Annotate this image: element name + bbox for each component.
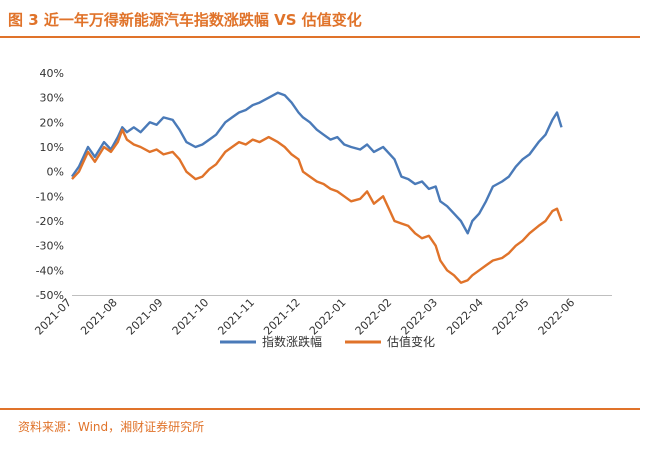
x-tick-label: 2022-02 [353, 296, 395, 338]
legend-label: 估值变化 [387, 334, 435, 349]
y-tick-label: 40% [40, 67, 64, 80]
x-axis: 2021-07 2021-08 2021-09 2021-10 2021-11 2021-… [32, 295, 612, 338]
chart: 40% 30% 20% 10% 0% -10% -20% -30% -40% -50% 2021-… [32, 67, 612, 349]
legend-label: 指数涨跌幅 [262, 334, 322, 349]
series-group [71, 91, 563, 284]
x-tick-label: 2021-08 [78, 296, 120, 338]
x-tick-label: 2022-03 [398, 296, 440, 338]
x-tick-label: 2021-09 [124, 296, 166, 338]
x-tick-label: 2021-07 [32, 296, 74, 338]
chart-title: 图 3 近一年万得新能源汽车指数涨跌幅 VS 估值变化 [8, 11, 362, 29]
y-tick-label: 10% [40, 141, 64, 154]
y-tick-label: 30% [40, 92, 64, 105]
series-line-index [71, 91, 563, 235]
source-note: 资料来源：Wind，湘财证券研究所 [18, 420, 205, 434]
y-tick-label: -20% [36, 215, 64, 228]
x-tick-label: 2021-10 [170, 296, 212, 338]
x-tick-label: 2022-01 [307, 296, 349, 338]
y-tick-label: 20% [40, 116, 64, 129]
source-divider [0, 408, 640, 410]
y-tick-label: -10% [36, 190, 64, 203]
title-divider [0, 36, 640, 38]
y-tick-label: -30% [36, 240, 64, 253]
y-tick-label: -50% [36, 289, 64, 302]
y-axis: 40% 30% 20% 10% 0% -10% -20% -30% -40% -50% [36, 67, 64, 302]
x-tick-label: 2021-12 [261, 296, 303, 338]
series-line-valuation [71, 128, 563, 284]
y-tick-label: 0% [47, 166, 64, 179]
y-tick-label: -40% [36, 264, 64, 277]
x-tick-label: 2022-06 [536, 296, 578, 338]
x-tick-label: 2022-04 [444, 296, 486, 338]
x-tick-label: 2021-11 [215, 296, 257, 338]
legend: 指数涨跌幅 估值变化 [220, 334, 435, 349]
x-tick-label: 2022-05 [490, 296, 532, 338]
